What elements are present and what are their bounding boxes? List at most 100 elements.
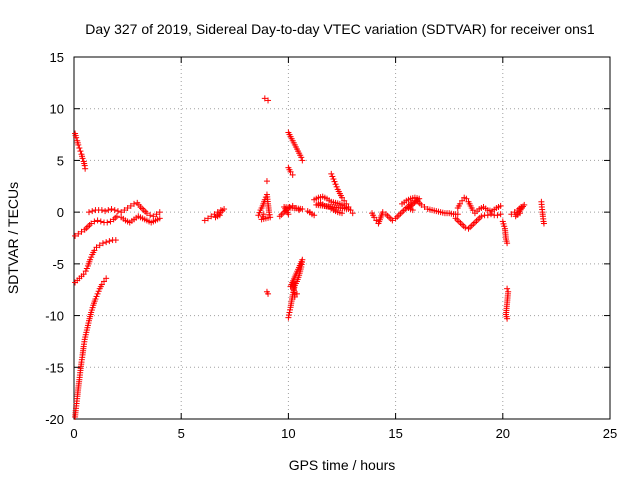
grid bbox=[74, 57, 610, 419]
data-point bbox=[216, 212, 223, 219]
data-point bbox=[105, 207, 112, 214]
data-point bbox=[266, 211, 273, 218]
data-point bbox=[94, 290, 101, 297]
data-point bbox=[153, 211, 160, 218]
data-point bbox=[389, 217, 396, 224]
data-point bbox=[459, 197, 466, 204]
y-tick-label: 0 bbox=[57, 205, 64, 220]
data-point bbox=[93, 244, 100, 251]
series-arc-q bbox=[399, 194, 423, 214]
data-point bbox=[329, 173, 336, 180]
data-point bbox=[497, 211, 504, 218]
data-point bbox=[331, 178, 338, 185]
data-point bbox=[484, 212, 491, 219]
data-point bbox=[147, 212, 154, 219]
data-point bbox=[330, 176, 337, 183]
axis-ticks: 0 5 10 15 20 25 -20 -15 -10 -5 0 5 10 15 bbox=[45, 50, 617, 441]
data-point bbox=[112, 237, 119, 244]
data-point bbox=[478, 213, 485, 220]
y-tick-label: -5 bbox=[52, 257, 64, 272]
data-point bbox=[469, 207, 476, 214]
x-tick-label: 25 bbox=[603, 426, 617, 441]
data-point bbox=[89, 208, 96, 215]
data-point bbox=[75, 230, 82, 237]
data-point bbox=[124, 205, 131, 212]
data-point bbox=[371, 214, 378, 221]
data-point bbox=[88, 254, 95, 261]
y-tick-label: -15 bbox=[45, 360, 64, 375]
y-tick-label: -10 bbox=[45, 309, 64, 324]
data-point bbox=[113, 213, 120, 220]
data-point bbox=[156, 209, 163, 216]
data-point bbox=[77, 148, 84, 155]
x-axis-label: GPS time / hours bbox=[289, 457, 396, 473]
data-point bbox=[83, 265, 90, 272]
series-arc-i bbox=[276, 202, 306, 220]
data-point bbox=[299, 157, 306, 164]
data-point bbox=[104, 219, 111, 226]
series-arc-b bbox=[72, 275, 110, 420]
data-point bbox=[343, 200, 350, 207]
series-arc-h bbox=[255, 191, 274, 223]
data-point bbox=[463, 195, 470, 202]
data-point bbox=[304, 208, 311, 215]
data-point bbox=[111, 207, 118, 214]
x-tick-label: 0 bbox=[70, 426, 77, 441]
data-point bbox=[286, 309, 293, 316]
data-point bbox=[143, 210, 150, 217]
series-arc-m bbox=[311, 193, 352, 217]
series-arc-o bbox=[304, 208, 318, 219]
data-point bbox=[261, 95, 268, 102]
data-point bbox=[260, 211, 267, 218]
y-axis-label: SDTVAR / TECUs bbox=[5, 182, 21, 294]
data-points bbox=[72, 95, 547, 420]
series-arc-v bbox=[538, 198, 547, 227]
data-point bbox=[497, 202, 504, 209]
data-point bbox=[349, 210, 356, 217]
data-point bbox=[298, 154, 305, 161]
data-point bbox=[108, 206, 115, 213]
data-point bbox=[103, 239, 110, 246]
data-point bbox=[347, 207, 354, 214]
data-point bbox=[76, 145, 83, 152]
y-tick-label: 5 bbox=[57, 153, 64, 168]
data-point bbox=[121, 207, 128, 214]
series-arc-u bbox=[508, 201, 528, 220]
data-point bbox=[98, 207, 105, 214]
data-point bbox=[504, 240, 511, 247]
x-tick-label: 20 bbox=[496, 426, 510, 441]
data-point bbox=[421, 203, 428, 210]
series-arc-l bbox=[285, 256, 306, 321]
data-point bbox=[102, 208, 109, 215]
series-arc-k bbox=[285, 164, 296, 178]
data-point bbox=[86, 209, 93, 216]
data-point bbox=[265, 290, 272, 297]
series-arc-a bbox=[72, 130, 89, 172]
data-point bbox=[96, 242, 103, 249]
data-point bbox=[339, 194, 345, 201]
x-tick-label: 10 bbox=[281, 426, 295, 441]
data-point bbox=[92, 296, 99, 303]
data-point bbox=[265, 97, 272, 104]
data-point bbox=[91, 218, 98, 225]
series-outliers bbox=[261, 95, 272, 297]
data-point bbox=[78, 228, 85, 235]
series-arc-t bbox=[499, 218, 512, 322]
data-point bbox=[516, 210, 523, 217]
data-point bbox=[118, 209, 125, 216]
data-point bbox=[333, 183, 340, 190]
data-point bbox=[339, 210, 345, 217]
series-arc-d bbox=[72, 213, 120, 239]
data-point bbox=[107, 218, 114, 225]
data-point bbox=[504, 285, 511, 292]
data-point bbox=[95, 288, 102, 295]
x-tick-label: 5 bbox=[178, 426, 185, 441]
chart-title: Day 327 of 2019, Sidereal Day-to-day VTE… bbox=[85, 21, 595, 37]
data-point bbox=[150, 213, 157, 220]
data-point bbox=[456, 200, 463, 207]
data-point bbox=[93, 293, 100, 300]
data-point bbox=[287, 306, 294, 313]
data-point bbox=[504, 315, 511, 322]
data-point bbox=[88, 220, 95, 227]
